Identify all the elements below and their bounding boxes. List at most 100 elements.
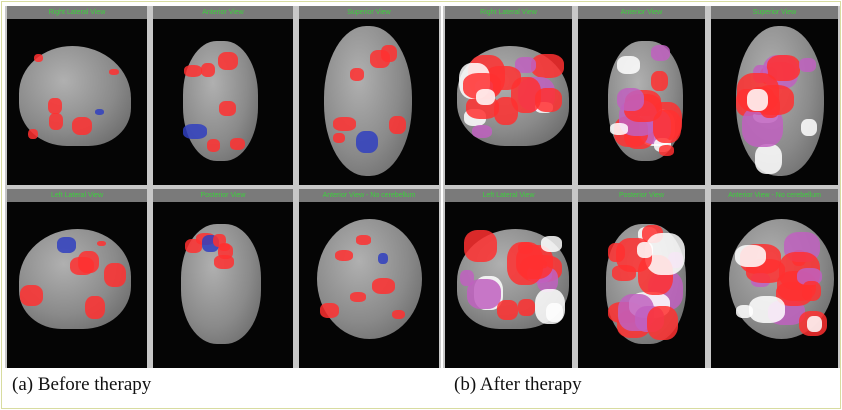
brain-render — [317, 219, 422, 339]
brain-view-tile: Right Lateral View — [445, 6, 572, 185]
activation-blob — [70, 256, 94, 276]
activation-blob — [206, 138, 221, 152]
activation-blob — [497, 300, 519, 321]
activation-blob — [518, 299, 536, 316]
activation-blob — [392, 309, 406, 320]
panel-after-therapy: Right Lateral View Anterior View Superior … — [443, 6, 840, 368]
activation-blob — [355, 130, 378, 154]
activation-blob — [510, 76, 542, 113]
view-label: Anterior View — [578, 6, 705, 19]
activation-blob — [219, 100, 236, 116]
brain-view-tile: Anterior View - No cerebellum — [299, 189, 439, 368]
activation-blob — [19, 285, 43, 307]
activation-blob — [800, 119, 817, 137]
view-label: Superior View — [711, 6, 838, 19]
activation-blob — [371, 277, 396, 295]
brain-render — [729, 219, 834, 339]
activation-blob — [464, 230, 498, 262]
activation-blob — [467, 278, 502, 310]
view-label: Left Lateral View — [7, 189, 147, 202]
activation-blob — [754, 144, 783, 174]
activation-blob — [381, 45, 398, 62]
activation-blob — [183, 124, 207, 140]
activation-blob — [85, 296, 105, 320]
activation-blob — [475, 88, 495, 105]
brain-view-tile: Posterior View — [153, 189, 293, 368]
view-label: Anterior View — [153, 6, 293, 19]
activation-blob — [530, 53, 564, 78]
activation-blob — [97, 240, 107, 247]
activation-blob — [801, 280, 821, 301]
view-label: Anterior View - No cerebellum — [711, 189, 838, 202]
activation-blob — [333, 116, 356, 131]
brain-render — [183, 41, 258, 161]
activation-blob — [653, 110, 682, 143]
brain-view-tile: Left Lateral View — [7, 189, 147, 368]
brain-view-tile: Posterior View — [578, 189, 705, 368]
activation-blob — [28, 128, 38, 140]
brain-render — [19, 46, 131, 146]
activation-blob — [506, 242, 543, 285]
activation-blob — [334, 249, 353, 262]
view-label: Posterior View — [578, 189, 705, 202]
activation-blob — [650, 45, 671, 62]
activation-blob — [646, 306, 678, 340]
activation-blob — [356, 235, 371, 245]
brain-render — [457, 46, 569, 146]
activation-blob — [94, 109, 105, 116]
activation-blob — [807, 316, 823, 333]
activation-blob — [636, 241, 654, 258]
activation-blob — [56, 237, 76, 253]
activation-blob — [349, 291, 367, 302]
activation-blob — [609, 123, 628, 135]
activation-blob — [389, 115, 406, 134]
activation-blob — [617, 88, 644, 112]
brain-render — [457, 229, 569, 329]
brain-render — [736, 26, 824, 176]
activation-blob — [460, 269, 475, 287]
activation-blob — [471, 124, 493, 139]
brain-view-tile: Right Lateral View — [7, 6, 147, 185]
view-label: Left Lateral View — [445, 189, 572, 202]
brain-view-tile: Anterior View — [153, 6, 293, 185]
brain-view-tile: Anterior View — [578, 6, 705, 185]
activation-blob — [651, 71, 669, 92]
activation-blob — [213, 233, 226, 247]
activation-blob — [534, 289, 566, 325]
view-label: Right Lateral View — [7, 6, 147, 19]
activation-blob — [617, 56, 640, 75]
activation-blob — [747, 89, 769, 111]
activation-blob — [658, 144, 675, 156]
panel-before-therapy: Right Lateral View Anterior View Superior … — [5, 6, 441, 368]
activation-blob — [183, 64, 203, 78]
view-label: Anterior View - No cerebellum — [299, 189, 439, 202]
activation-blob — [217, 244, 233, 260]
activation-blob — [541, 235, 563, 252]
activation-blob — [200, 62, 215, 78]
activation-blob — [515, 56, 536, 73]
activation-blob — [48, 98, 62, 115]
view-label: Right Lateral View — [445, 6, 572, 19]
activation-blob — [611, 265, 637, 281]
brain-render — [181, 224, 261, 344]
activation-blob — [333, 133, 345, 144]
brain-render — [606, 224, 686, 344]
activation-blob — [185, 239, 202, 253]
activation-blob — [320, 303, 340, 319]
brain-view-tile: Left Lateral View — [445, 189, 572, 368]
brain-view-tile: Superior View — [299, 6, 439, 185]
activation-blob — [748, 296, 786, 323]
activation-blob — [48, 113, 64, 130]
brain-render — [324, 26, 412, 176]
activation-blob — [349, 68, 364, 81]
caption-before: (a) Before therapy — [12, 374, 152, 395]
activation-blob — [104, 263, 127, 287]
activation-blob — [72, 117, 92, 136]
activation-blob — [218, 51, 239, 70]
activation-blob — [109, 68, 120, 76]
activation-blob — [377, 253, 388, 264]
activation-blob — [798, 57, 817, 73]
view-label: Superior View — [299, 6, 439, 19]
activation-blob — [230, 138, 245, 151]
caption-after: (b) After therapy — [454, 374, 582, 395]
